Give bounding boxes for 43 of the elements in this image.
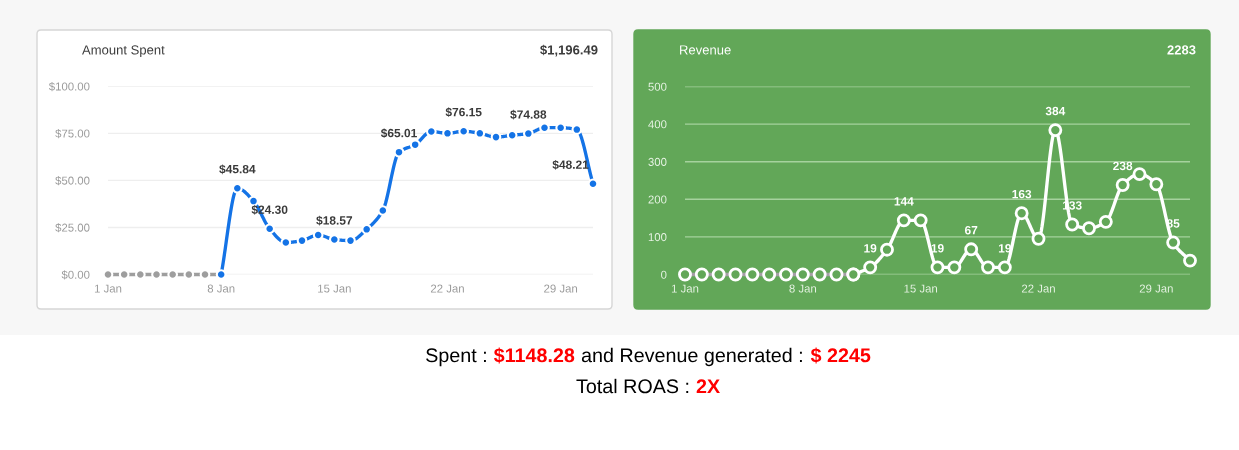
data-label: 163 <box>1012 189 1032 199</box>
y-tick-label: 400 <box>648 120 667 129</box>
text: and Revenue generated : <box>581 347 802 367</box>
text: 2X <box>696 379 720 394</box>
data-label: $65.01 <box>380 128 417 139</box>
x-tick-label: 22 Jan <box>1021 284 1055 293</box>
x-tick-label: 29 Jan <box>544 284 578 293</box>
data-label: $74.88 <box>510 109 547 120</box>
chart-subtitle: $1,196.49 <box>540 44 598 57</box>
data-label: 238 <box>1113 161 1133 171</box>
chart-subtitle: 2283 <box>1167 45 1196 55</box>
y-tick-label: 0 <box>661 270 667 279</box>
x-tick-label: 1 Jan <box>671 284 699 293</box>
data-label: 67 <box>964 225 978 235</box>
y-tick-label: 500 <box>648 82 667 91</box>
text: $1148.28 <box>493 347 575 364</box>
chart-title: Amount Spent <box>82 45 165 58</box>
data-label: $76.15 <box>445 107 482 118</box>
data-label: 144 <box>894 197 914 206</box>
text: Total ROAS : <box>576 378 689 394</box>
x-tick-label: 8 Jan <box>789 284 817 293</box>
x-tick-label: 22 Jan <box>430 284 464 293</box>
data-label: 19 <box>931 244 944 253</box>
chart-title: Revenue <box>680 45 731 55</box>
data-label: $18.57 <box>316 215 353 226</box>
text: $ 2245 <box>810 347 871 364</box>
x-tick-label: 8 Jan <box>207 284 235 293</box>
data-label: 19 <box>864 244 877 253</box>
x-tick-label: 29 Jan <box>1139 284 1173 293</box>
y-tick-label: 200 <box>648 195 667 204</box>
text: Spent : <box>426 348 486 367</box>
y-tick-label: $0.00 <box>61 270 90 280</box>
x-tick-label: 1 Jan <box>94 284 122 293</box>
y-tick-label: 300 <box>648 157 667 166</box>
x-tick-label: 15 Jan <box>904 284 938 293</box>
y-tick-label: $50.00 <box>55 176 90 186</box>
y-tick-label: $25.00 <box>55 223 90 233</box>
data-label: 384 <box>1045 106 1066 116</box>
data-label: $45.84 <box>219 164 256 175</box>
y-tick-label: 100 <box>648 233 667 242</box>
y-tick-label: $75.00 <box>55 129 90 139</box>
y-tick-label: $100.00 <box>48 82 90 92</box>
x-tick-label: 15 Jan <box>318 284 351 293</box>
